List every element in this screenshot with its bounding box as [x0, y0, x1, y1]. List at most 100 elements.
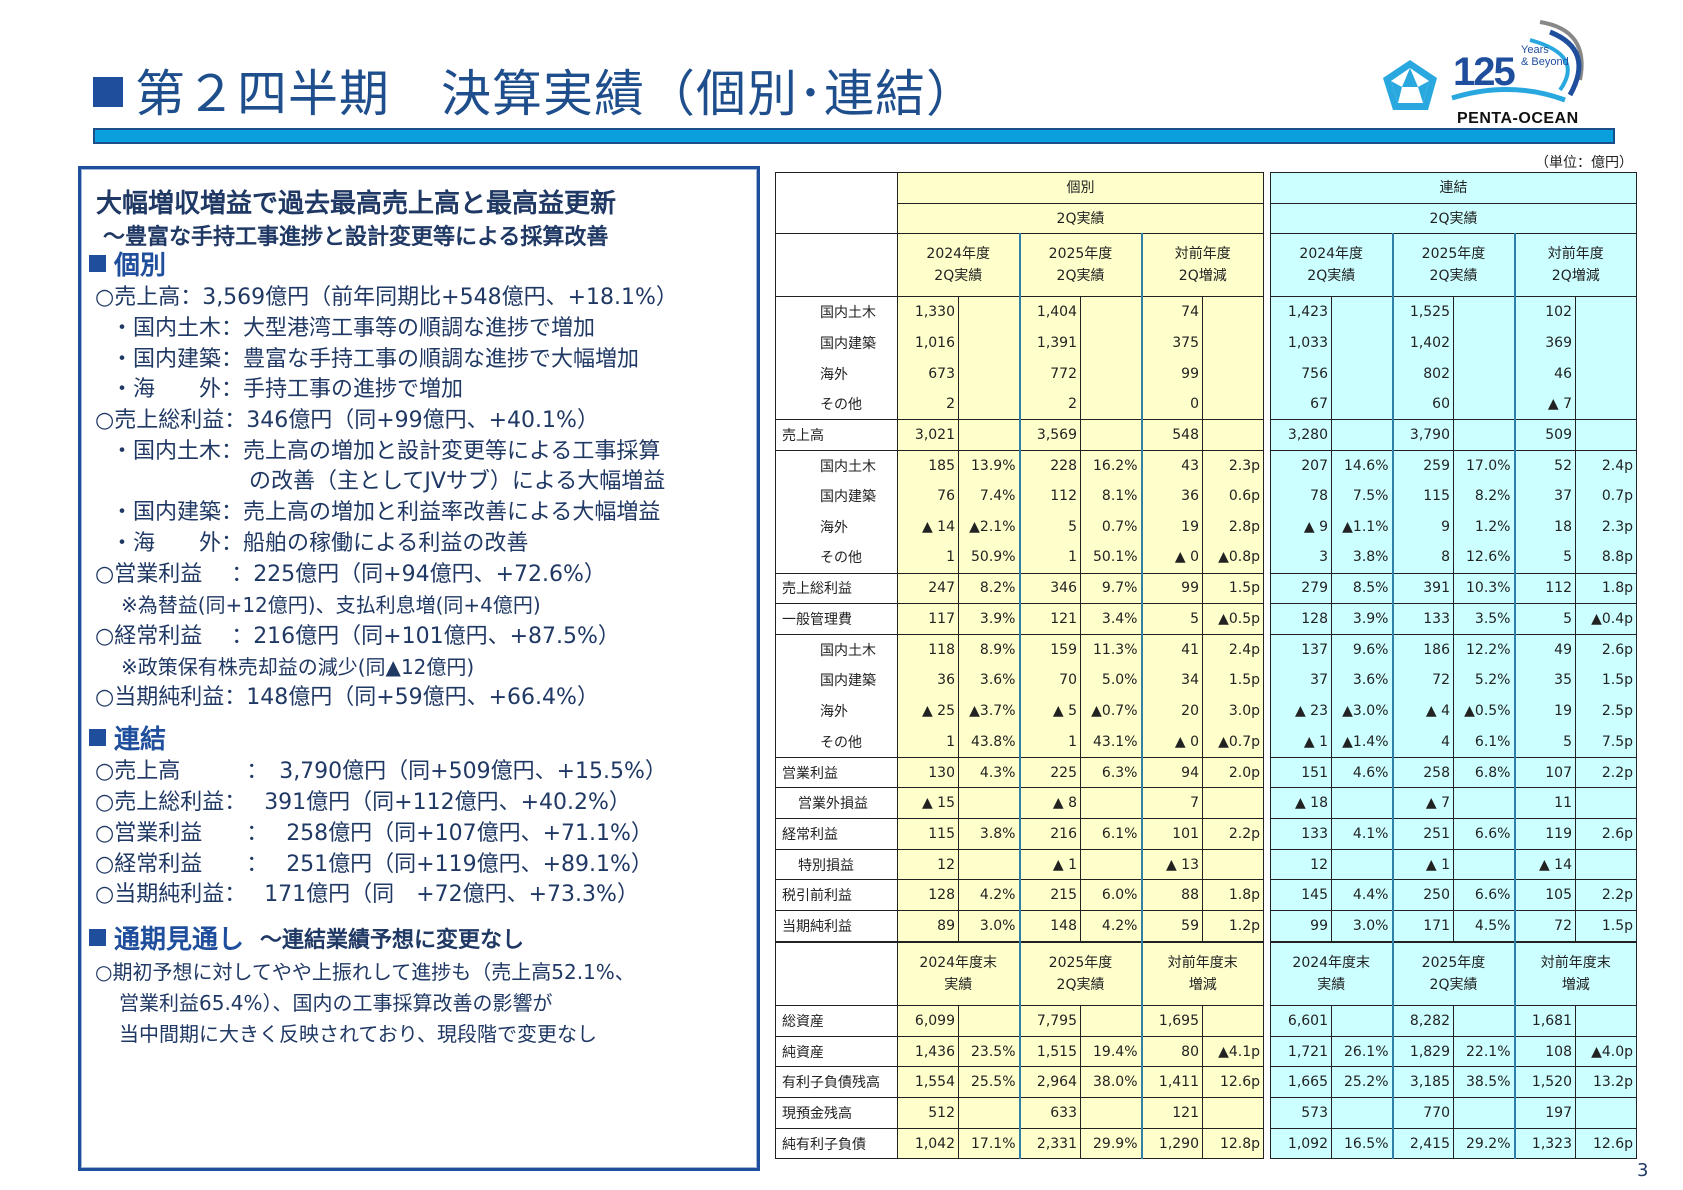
column-header: 2024年度 2Q実績 [1270, 233, 1393, 298]
unit-label: （単位：億円） [1535, 155, 1633, 171]
table-row: 営業外損益 ▲ 15 ▲ 8 7 ▲ 18 ▲ 7 11 [775, 787, 1637, 820]
value-cell: 258 [1391, 756, 1454, 789]
row-label: 海外 [775, 695, 898, 727]
ratio-cell [958, 358, 1020, 389]
value-cell: 8 [1391, 542, 1454, 574]
company-logo: 125 Years & Beyond PENTA-OCEAN [1380, 10, 1620, 128]
summary-line: ○営業利益 ： 258億円（同+107億円、+71.1%） [95, 821, 653, 846]
value-cell: 1,042 [897, 1127, 959, 1160]
value-cell: 1,033 [1270, 327, 1332, 359]
value-cell: 1 [897, 542, 959, 574]
value-cell: 35 [1514, 665, 1576, 696]
value-cell: 133 [1270, 818, 1332, 850]
ratio-cell: 6.6% [1453, 818, 1516, 850]
ratio-cell [1575, 848, 1637, 881]
value-cell: ▲ 0 [1141, 726, 1203, 758]
summary-line: 営業利益65.4%）、国内の工事採算改善の影響が [119, 991, 553, 1015]
ratio-cell: 26.1% [1331, 1035, 1393, 1068]
ratio-cell [1331, 327, 1393, 359]
value-cell: 105 [1514, 879, 1576, 912]
value-cell: 1,402 [1391, 327, 1454, 359]
value-cell: 197 [1514, 1097, 1576, 1129]
value-cell: 186 [1391, 633, 1454, 666]
summary-note: ※政策保有株売却益の減少(同▲12億円) [121, 655, 475, 679]
summary-note: ※為替益(同+12億円)、支払利息増(同+4億円) [121, 593, 541, 617]
value-cell: 1,665 [1270, 1066, 1332, 1099]
row-label: 国内土木 [775, 633, 898, 666]
column-header: 2025年度 2Q実績 [1391, 233, 1516, 298]
value-cell: 215 [1018, 879, 1081, 912]
table-row: 国内建築 1,016 1,391 375 1,033 1,402 369 [775, 327, 1637, 359]
value-cell: 1,554 [897, 1066, 959, 1099]
value-cell: 36 [1141, 481, 1203, 512]
ratio-cell: 6.6% [1453, 879, 1516, 912]
ratio-cell: 0.7% [1080, 511, 1143, 543]
row-label: 国内建築 [775, 665, 898, 696]
value-cell: 88 [1141, 879, 1203, 912]
ratio-cell: 1.5p [1202, 572, 1264, 605]
ratio-cell: 3.8% [1331, 542, 1393, 574]
ratio-cell: 3.9% [958, 603, 1020, 635]
ratio-cell [1080, 1097, 1143, 1129]
ratio-cell: 7.5% [1331, 481, 1393, 512]
value-cell: 72 [1514, 910, 1576, 942]
column-header: 対前年度末 増減 [1514, 942, 1637, 1006]
summary-line: ・国内建築：豊富な手持工事の順調な進捗で大幅増加 [111, 347, 640, 372]
page-number: 3 [1637, 1160, 1649, 1181]
ratio-cell: 2.6p [1575, 633, 1637, 666]
ratio-cell [1080, 358, 1143, 389]
value-cell: 512 [897, 1097, 959, 1129]
value-cell: ▲ 1 [1391, 848, 1454, 881]
table-row: 国内建築 76 7.4% 112 8.1% 36 0.6p 78 7.5% 115 8.2% 37 0.… [775, 481, 1637, 512]
summary-line: ○売上総利益：346億円（同+99億円、+40.1%） [95, 408, 599, 433]
ratio-cell: 4.2% [958, 879, 1020, 912]
column-header-line-1: 対前年度末 [1540, 955, 1611, 971]
value-cell: 34 [1141, 665, 1203, 696]
ratio-cell [1453, 419, 1516, 451]
column-header-line-1: 対前年度末 [1167, 955, 1238, 971]
column-header: 対前年度末 増減 [1141, 942, 1264, 1006]
column-header: 2024年度末 実績 [1270, 942, 1393, 1006]
value-cell: 117 [897, 603, 959, 635]
summary-line: ○営業利益 ：225億円（同+94億円、+72.6%） [95, 562, 606, 587]
ratio-cell [1080, 296, 1143, 328]
header-blank [775, 942, 898, 1006]
ratio-cell: 8.8p [1575, 542, 1637, 574]
value-cell: 573 [1270, 1097, 1332, 1129]
row-label: 売上総利益 [775, 572, 898, 605]
ratio-cell: 7.4% [958, 481, 1020, 512]
ratio-cell [1575, 1005, 1637, 1037]
table-row: 海外 ▲ 25 ▲3.7% ▲ 5 ▲0.7% 20 3.0p ▲ 23 ▲3.0% ▲ 4 ▲0.… [775, 695, 1637, 727]
ratio-cell: 2.4p [1575, 449, 1637, 481]
ratio-cell [1575, 388, 1637, 421]
section-square-icon [89, 255, 106, 272]
ratio-cell: ▲0.5p [1202, 603, 1264, 635]
ratio-cell [1080, 1005, 1143, 1037]
summary-line: ○経常利益 ：216億円（同+101億円、+87.5%） [95, 624, 620, 649]
ratio-cell [1202, 848, 1264, 881]
ratio-cell: 1.5p [1202, 665, 1264, 696]
table-row: 税引前利益 128 4.2% 215 6.0% 88 1.8p 145 4.4% 250 6.6% 1… [775, 879, 1637, 912]
ratio-cell: 4.2% [1080, 910, 1143, 942]
ratio-cell [1202, 787, 1264, 820]
ratio-cell: 43.8% [958, 726, 1020, 758]
ratio-cell [1331, 1097, 1393, 1129]
value-cell: 1,829 [1391, 1035, 1454, 1068]
row-label: 国内土木 [775, 296, 898, 328]
value-cell: 102 [1514, 296, 1576, 328]
income-statement-table: 個別 連結 2Q実績 2Q実績 2024年度 2Q実績 2025年度 2Q実績 対前年度… [775, 171, 1637, 942]
ratio-cell: 5.2% [1453, 665, 1516, 696]
ratio-cell [958, 1005, 1020, 1037]
value-cell: 7 [1141, 787, 1203, 820]
value-cell: ▲ 0 [1141, 542, 1203, 574]
ratio-cell: 19.4% [1080, 1035, 1143, 1068]
value-cell: ▲ 8 [1018, 787, 1081, 820]
ratio-cell: 4.6% [1331, 756, 1393, 789]
ratio-cell [958, 296, 1020, 328]
column-header-line-2: 2Q実績 [934, 268, 983, 285]
value-cell: 375 [1141, 327, 1203, 359]
column-header-line-1: 対前年度 [1547, 246, 1604, 263]
ratio-cell: 6.1% [1080, 818, 1143, 850]
table-row: 純有利子負債 1,042 17.1% 2,331 29.9% 1,290 12.8p 1,09… [775, 1127, 1637, 1160]
ratio-cell [1331, 388, 1393, 421]
